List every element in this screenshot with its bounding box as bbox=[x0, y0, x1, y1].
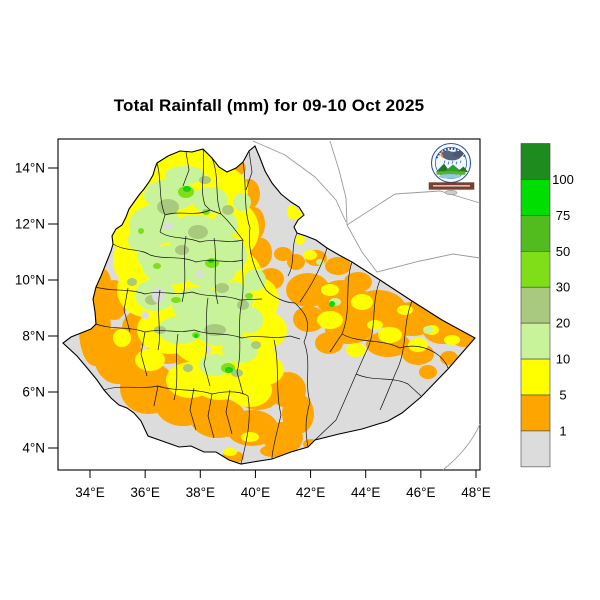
rainfall-patch bbox=[196, 270, 204, 278]
x-axis-tick-label: 36°E bbox=[130, 485, 159, 500]
legend-color-band bbox=[521, 251, 550, 287]
rainfall-patch bbox=[138, 228, 144, 234]
rainfall-map-figure: 34°E36°E38°E40°E42°E44°E46°E48°E 14°N12°… bbox=[0, 0, 600, 600]
rainfall-map-page: Total Rainfall (mm) for 09-10 Oct 2025 bbox=[0, 0, 600, 600]
rainfall-patch bbox=[127, 278, 137, 286]
legend-tick-label: 1 bbox=[559, 423, 566, 438]
rainfall-patch bbox=[303, 250, 317, 260]
x-axis: 34°E 36°E 38°E 40°E 42°E 44°E 46°E 48°E bbox=[75, 470, 490, 500]
water-icon bbox=[439, 174, 461, 179]
rainfall-patch bbox=[194, 334, 198, 338]
rainfall-patch bbox=[315, 332, 343, 354]
rainfall-patch bbox=[237, 300, 249, 310]
rainfall-patch bbox=[135, 349, 165, 371]
legend-color-band bbox=[521, 144, 550, 180]
y-axis-tick-label: 14°N bbox=[15, 161, 45, 176]
rainfall-patch bbox=[199, 176, 211, 184]
rainfall-patch bbox=[367, 320, 383, 330]
rainfall-patch bbox=[113, 329, 131, 347]
x-axis-tick-label: 38°E bbox=[186, 485, 215, 500]
legend-tick-label: 5 bbox=[559, 388, 566, 403]
legend-color-band bbox=[521, 215, 550, 251]
rainfall-patch bbox=[153, 263, 161, 269]
rainfall-patch bbox=[212, 212, 238, 238]
rainfall-patch bbox=[241, 432, 259, 442]
y-axis-tick-label: 8°N bbox=[22, 329, 45, 344]
legend-tick-label: 30 bbox=[556, 280, 570, 295]
rainfall-patch bbox=[223, 448, 237, 456]
legend-tick-label: 100 bbox=[552, 172, 574, 187]
legend-tick-label: 75 bbox=[556, 208, 570, 223]
legend-color-band bbox=[521, 431, 550, 467]
legend-color-band bbox=[521, 323, 550, 359]
y-axis-tick-label: 10°N bbox=[15, 273, 45, 288]
rainfall-patch bbox=[175, 245, 189, 255]
y-axis: 14°N 12°N 10°N 8°N 6°N 4°N bbox=[15, 161, 58, 456]
x-axis-tick-label: 48°E bbox=[461, 485, 490, 500]
rainfall-patch bbox=[287, 254, 305, 270]
rainfall-patch bbox=[152, 287, 164, 303]
y-axis-tick-label: 6°N bbox=[22, 385, 45, 400]
rainfall-patch bbox=[244, 269, 266, 291]
rainfall-patch bbox=[171, 297, 181, 303]
logo-emblem bbox=[445, 190, 457, 194]
rainfall-patch bbox=[183, 364, 193, 372]
rainfall-patch bbox=[185, 189, 189, 192]
x-axis-tick-label: 46°E bbox=[406, 485, 435, 500]
rainfall-patch bbox=[245, 293, 253, 299]
rainfall-patch bbox=[141, 311, 149, 319]
rainfall-patch bbox=[295, 235, 305, 245]
legend-tick-label: 10 bbox=[556, 352, 570, 367]
rainfall-patch bbox=[378, 327, 402, 343]
rainfall-patch bbox=[237, 307, 263, 333]
x-axis-tick-label: 34°E bbox=[75, 485, 104, 500]
legend-color-band bbox=[521, 395, 550, 431]
rainfall-patch bbox=[287, 205, 297, 219]
legend-color-band bbox=[521, 179, 550, 215]
legend-color-band bbox=[521, 287, 550, 323]
rainfall-patch bbox=[408, 338, 428, 352]
rainfall-patch bbox=[251, 341, 261, 349]
rainfall-patch bbox=[423, 326, 433, 334]
rainfall-patch bbox=[227, 370, 231, 373]
x-axis-tick-label: 42°E bbox=[296, 485, 325, 500]
rainfall-patch bbox=[215, 283, 229, 293]
rainfall-patch bbox=[154, 326, 166, 334]
rainfall-patch bbox=[329, 301, 335, 307]
legend-tick-label: 20 bbox=[556, 316, 570, 331]
x-axis-tick-label: 44°E bbox=[351, 485, 380, 500]
rainfall-patch bbox=[346, 343, 366, 357]
rainfall-patch bbox=[397, 305, 413, 315]
rainfall-patch bbox=[444, 335, 460, 345]
rainfall-patch bbox=[188, 225, 208, 239]
rainfall-patch bbox=[321, 284, 339, 296]
x-axis-tick-label: 40°E bbox=[241, 485, 270, 500]
legend-tick-label: 50 bbox=[556, 244, 570, 259]
rainfall-patch bbox=[419, 365, 437, 379]
rainfall-patch bbox=[317, 311, 343, 329]
rainfall-patch bbox=[233, 193, 251, 211]
y-axis-tick-label: 12°N bbox=[15, 217, 45, 232]
rainfall-patch bbox=[163, 222, 173, 230]
logo-banner bbox=[429, 183, 474, 190]
rainfall-patch bbox=[222, 205, 234, 215]
rainfall-patch bbox=[351, 294, 373, 310]
y-axis-tick-label: 4°N bbox=[22, 441, 45, 456]
rainfall-patch bbox=[157, 199, 179, 215]
legend-color-band bbox=[521, 359, 550, 395]
legend-colorbar: 100 75 50 30 20 10 5 1 bbox=[521, 144, 574, 467]
